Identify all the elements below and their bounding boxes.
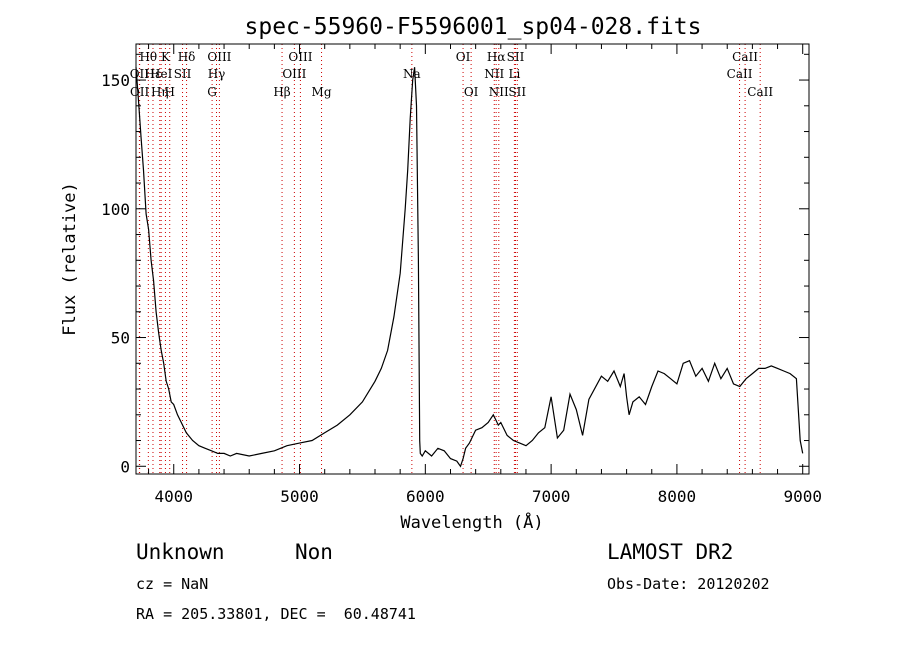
marker-label: Hε <box>145 67 162 81</box>
x-tick-label: 7000 <box>532 487 571 506</box>
marker-label: SII <box>174 67 192 81</box>
y-tick-label: 150 <box>101 71 130 90</box>
marker-label: OI <box>464 85 479 99</box>
marker-label: OII <box>130 67 150 81</box>
x-tick-label: 8000 <box>658 487 697 506</box>
object-subclass: Non <box>295 540 333 564</box>
marker-label: Hα <box>487 50 506 64</box>
marker-label: CaII <box>747 85 773 99</box>
marker-label: CaII <box>732 50 758 64</box>
marker-label: K <box>161 50 171 64</box>
obs-date: Obs-Date: 20120202 <box>607 575 770 593</box>
survey-name: LAMOST DR2 <box>607 540 734 564</box>
marker-label: Hδ <box>178 50 196 64</box>
x-tick-label: 6000 <box>406 487 445 506</box>
marker-label: Hθ <box>139 50 157 64</box>
x-tick-label: 9000 <box>783 487 822 506</box>
marker-label: H <box>164 85 174 99</box>
marker-label: G <box>207 85 217 99</box>
marker-label: Hγ <box>208 67 226 81</box>
chart-title: spec-55960-F5596001_sp04-028.fits <box>245 14 702 40</box>
x-tick-label: 5000 <box>280 487 319 506</box>
marker-label: Na <box>403 67 421 81</box>
x-tick-label: 4000 <box>154 487 193 506</box>
marker-label: SII <box>508 85 526 99</box>
marker-label: CaII <box>727 67 753 81</box>
marker-label: Hβ <box>273 85 290 99</box>
marker-label: OIII <box>207 50 231 64</box>
marker-label: HeI <box>150 67 173 81</box>
marker-label: OII <box>130 85 150 99</box>
y-tick-label: 0 <box>120 457 130 476</box>
marker-label: Hη <box>151 85 169 99</box>
marker-label: OIII <box>282 67 306 81</box>
redshift-cz: cz = NaN <box>136 575 209 593</box>
y-tick-label: 100 <box>101 200 130 219</box>
coordinates: RA = 205.33801, DEC = 60.48741 <box>136 605 416 623</box>
marker-label: NII <box>489 85 509 99</box>
x-tick-labels: 4000 5000 6000 7000 8000 9000 <box>154 487 822 506</box>
marker-label: Mg <box>312 85 332 99</box>
line-markers <box>138 44 761 474</box>
y-tick-labels: 0 50 100 150 <box>101 71 130 476</box>
y-axis-label: Flux (relative) <box>60 182 80 336</box>
marker-label: SII <box>507 50 525 64</box>
plot-frame <box>135 43 810 475</box>
axis-ticks <box>136 44 809 474</box>
marker-label: OIII <box>288 50 312 64</box>
object-class: Unknown <box>136 540 225 564</box>
marker-label: Li <box>508 67 520 81</box>
spectrum-line <box>135 67 804 468</box>
x-axis-label: Wavelength (Å) <box>400 511 543 533</box>
marker-label: NII <box>484 67 504 81</box>
marker-label: OI <box>456 50 471 64</box>
y-tick-label: 50 <box>111 329 130 348</box>
